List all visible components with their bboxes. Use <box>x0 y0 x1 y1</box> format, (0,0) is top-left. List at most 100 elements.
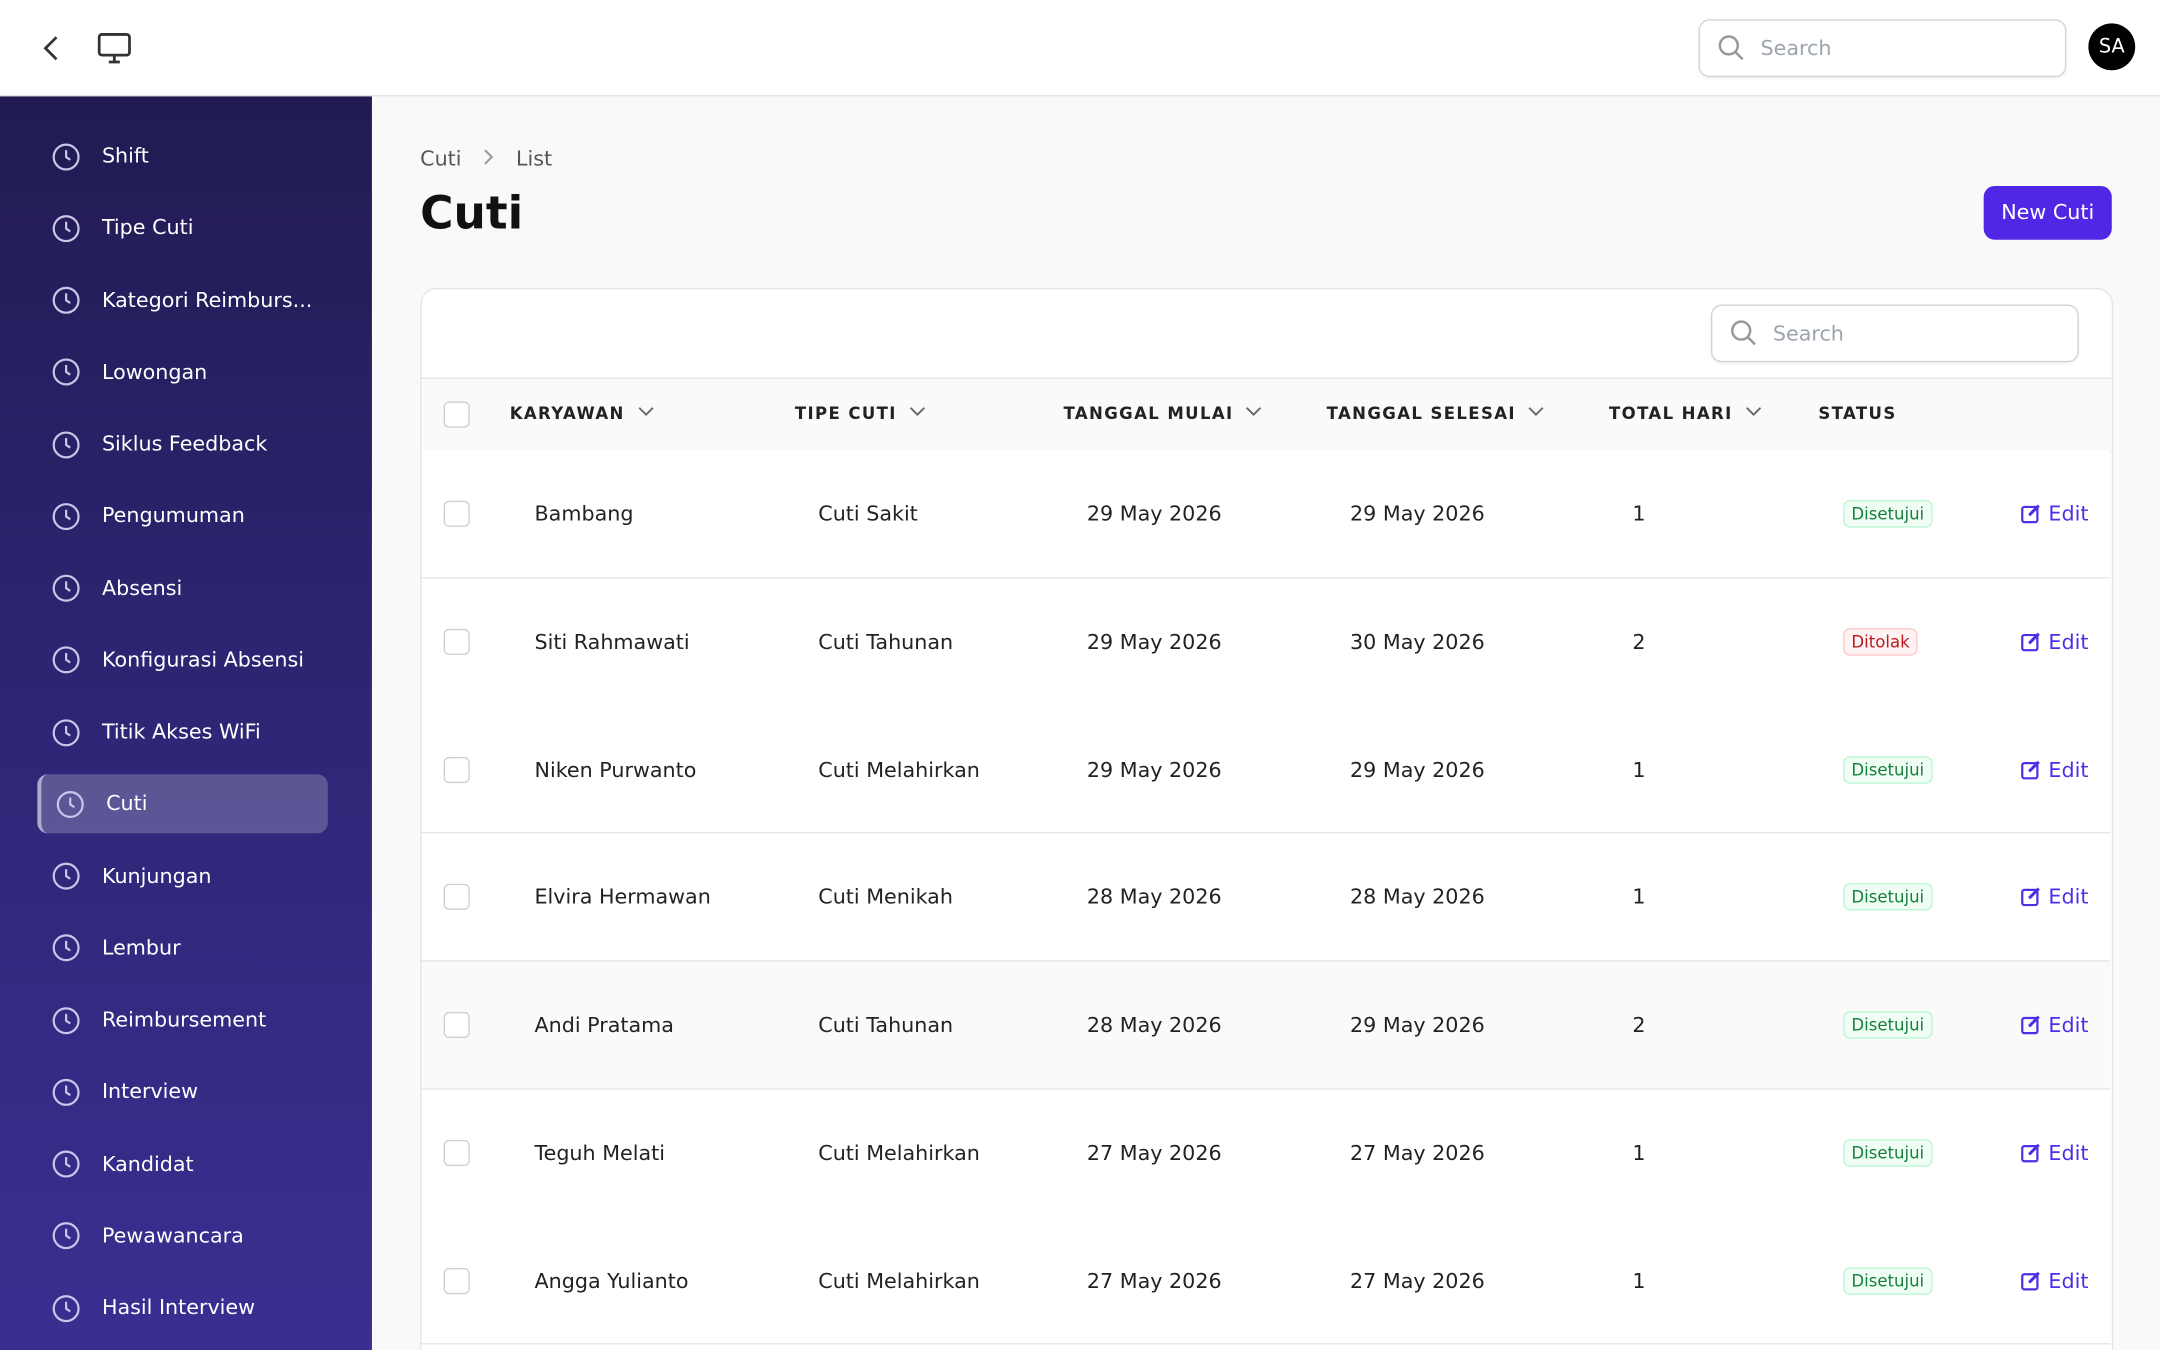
table-row <box>421 1216 2111 1345</box>
row-checkbox[interactable] <box>443 1139 470 1166</box>
edit-link[interactable]: Edit <box>2021 1268 2088 1293</box>
breadcrumb-item: List <box>516 146 553 171</box>
avatar[interactable]: SA <box>2088 23 2136 71</box>
cell: Cuti Tahunan <box>818 629 954 655</box>
select-all-checkbox[interactable] <box>443 401 470 428</box>
cell: Cuti Tahunan <box>818 1012 954 1038</box>
nav-label: Kunjungan <box>101 863 212 888</box>
nav-item[interactable]: Hasil Interview <box>37 1278 324 1337</box>
nav-item[interactable]: Titik Akses WiFi <box>37 702 324 761</box>
edit-link[interactable]: Edit <box>2021 757 2089 783</box>
cell: 28 May 2026 <box>1086 1012 1222 1038</box>
global-search[interactable]: Search <box>1698 19 2067 78</box>
nav-label: Lowongan <box>101 359 208 384</box>
cell: 29 May 2026 <box>1086 501 1222 527</box>
nav-item[interactable]: Reimbursement <box>37 990 324 1049</box>
row-checkbox[interactable] <box>443 628 470 656</box>
nav-label: Pengumuman <box>101 503 245 528</box>
nav-item[interactable]: Absensi <box>37 558 324 617</box>
column-header[interactable]: KARYAWAN <box>510 404 661 423</box>
row-checkbox[interactable] <box>443 756 470 783</box>
row-checkbox[interactable] <box>443 501 470 528</box>
edit-label: Edit <box>2048 757 2089 783</box>
row-checkbox[interactable] <box>443 884 470 911</box>
row-checkbox[interactable] <box>443 1011 470 1039</box>
nav-label: Shift <box>101 143 149 169</box>
nav-item[interactable]: Kunjungan <box>37 846 324 905</box>
table-row <box>421 450 2111 579</box>
nav-label: Absensi <box>101 575 183 600</box>
table-row <box>421 961 2111 1090</box>
cell: 27 May 2026 <box>1086 1268 1222 1293</box>
nav-item[interactable]: Lowongan <box>37 342 324 401</box>
cell: 2 <box>1632 629 1646 655</box>
edit-label: Edit <box>2048 1012 2089 1038</box>
cell: 27 May 2026 <box>1086 1140 1222 1166</box>
nav-item[interactable]: Konfigurasi Absensi <box>37 630 324 689</box>
cell: 29 May 2026 <box>1086 757 1222 783</box>
cell: 27 May 2026 <box>1350 1268 1485 1293</box>
sidebar: Shift Tipe Cuti Kategori Reimburs... Lowong… <box>0 96 372 1350</box>
column-header[interactable]: TIPE CUTI <box>795 404 933 423</box>
nav-item[interactable]: Shift <box>37 126 324 185</box>
cell: 27 May 2026 <box>1350 1140 1485 1166</box>
desktop-icon[interactable] <box>96 32 132 65</box>
cell: 1 <box>1632 884 1646 910</box>
status-badge: Disetujui <box>1843 1266 1933 1295</box>
cell: 29 May 2026 <box>1086 629 1222 655</box>
cell: 29 May 2026 <box>1350 757 1485 783</box>
back-button[interactable] <box>39 34 64 62</box>
cell: Cuti Menikah <box>818 884 953 910</box>
table-row <box>421 833 2111 962</box>
nav-item[interactable]: Tipe Cuti <box>37 198 324 257</box>
nav-item[interactable]: Siklus Feedback <box>37 414 324 473</box>
nav-item[interactable]: Kandidat <box>37 1134 324 1193</box>
status-badge: Disetujui <box>1843 1138 1933 1167</box>
nav-item[interactable]: Interview <box>37 1062 324 1121</box>
nav-label: Pewawancara <box>101 1222 244 1248</box>
edit-link[interactable]: Edit <box>2021 502 2088 527</box>
table-search[interactable]: Search <box>1710 304 2079 363</box>
cell: Cuti Sakit <box>818 501 918 527</box>
nav-label: Kandidat <box>101 1150 194 1176</box>
cell: Cuti Melahirkan <box>818 757 980 783</box>
edit-label: Edit <box>2048 884 2089 910</box>
edit-link[interactable]: Edit <box>2021 884 2089 910</box>
cell: 1 <box>1632 757 1646 783</box>
nav-item[interactable]: Lembur <box>37 918 324 977</box>
column-header[interactable]: TOTAL HARI <box>1609 404 1769 423</box>
nav-item[interactable]: Pewawancara <box>37 1206 324 1265</box>
edit-link[interactable]: Edit <box>2021 1012 2089 1038</box>
status-badge: Disetujui <box>1843 883 1933 912</box>
column-header: STATUS <box>1818 403 1897 423</box>
edit-link[interactable]: Edit <box>2021 629 2089 655</box>
table-row <box>421 578 2111 707</box>
row-checkbox[interactable] <box>443 1267 470 1294</box>
breadcrumb-item[interactable]: Cuti <box>420 146 462 171</box>
column-header[interactable]: TANGGAL MULAI <box>1063 404 1269 423</box>
nav-item[interactable]: Kategori Reimburs... <box>37 270 324 329</box>
nav-item[interactable]: Pengumuman <box>37 486 324 545</box>
status-badge: Disetujui <box>1843 755 1933 784</box>
nav-label: Tipe Cuti <box>101 215 194 241</box>
cell: 30 May 2026 <box>1350 629 1485 655</box>
status-badge: Disetujui <box>1843 1011 1933 1039</box>
edit-label: Edit <box>2048 629 2089 655</box>
edit-link[interactable]: Edit <box>2021 1140 2089 1166</box>
nav-label: Konfigurasi Absensi <box>101 647 305 672</box>
nav-label: Lembur <box>101 935 181 960</box>
cell: 2 <box>1632 1012 1646 1038</box>
new-button[interactable]: New Cuti <box>1983 185 2112 240</box>
edit-label: Edit <box>2048 1140 2089 1166</box>
column-header[interactable]: TANGGAL SELESAI <box>1327 404 1552 423</box>
nav-item[interactable]: Cuti <box>37 773 328 834</box>
table-header <box>421 377 2112 454</box>
cell: Elvira Hermawan <box>534 884 711 910</box>
top-bar: Search SA <box>0 0 2160 97</box>
cell: 1 <box>1632 1268 1646 1293</box>
nav-label: Titik Akses WiFi <box>101 719 261 744</box>
cell: Cuti Melahirkan <box>818 1268 980 1293</box>
cell: Andi Pratama <box>534 1012 674 1038</box>
cell: Bambang <box>534 501 634 527</box>
